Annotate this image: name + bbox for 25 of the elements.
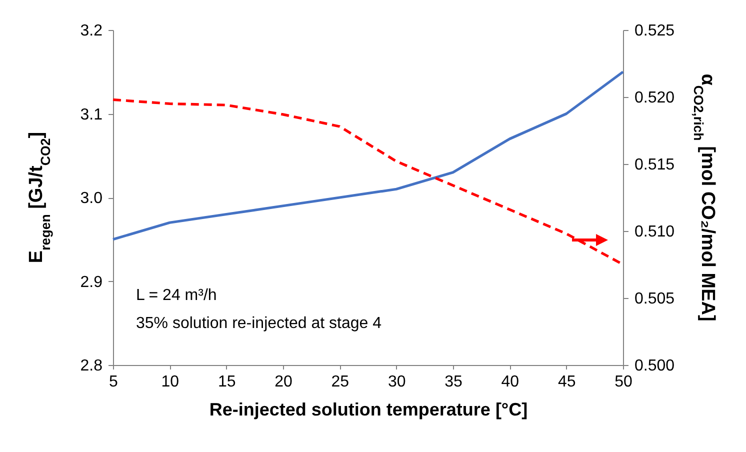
y2-tick-label: 0.505 — [634, 290, 675, 308]
y-tick-label: 3.0 — [80, 190, 103, 207]
y-tick-label: 2.9 — [80, 274, 103, 291]
x-tick-label: 40 — [501, 374, 520, 390]
y2-tick-label: 0.500 — [634, 358, 675, 374]
x-tick-label: 5 — [109, 374, 118, 390]
y2-tick-label: 0.510 — [634, 224, 675, 240]
y2-tick-label: 0.520 — [634, 90, 675, 106]
x-tick-label: 25 — [331, 374, 350, 390]
x-tick-label: 15 — [218, 374, 236, 390]
y2-tick-label: 0.525 — [634, 22, 675, 40]
y-tick-label: 3.1 — [80, 106, 103, 124]
y2-tick-label: 0.515 — [634, 156, 675, 174]
y-tick-label: 3.2 — [80, 22, 103, 40]
x-tick-label: 45 — [558, 374, 576, 390]
x-tick-label: 35 — [444, 374, 462, 390]
x-tick-label: 20 — [274, 374, 292, 390]
x-tick-label: 50 — [614, 374, 632, 390]
y-tick-label: 2.8 — [80, 358, 103, 374]
line-series — [112, 70, 624, 241]
x-tick-label: 10 — [161, 374, 180, 390]
x-axis-title: Re-injected solution temperature [°C] — [209, 400, 528, 420]
x-tick-label: 30 — [388, 374, 406, 390]
annotation: 35% solution re-injected at stage 4 — [136, 315, 382, 332]
annotation: L = 24 m³/h — [136, 287, 217, 304]
